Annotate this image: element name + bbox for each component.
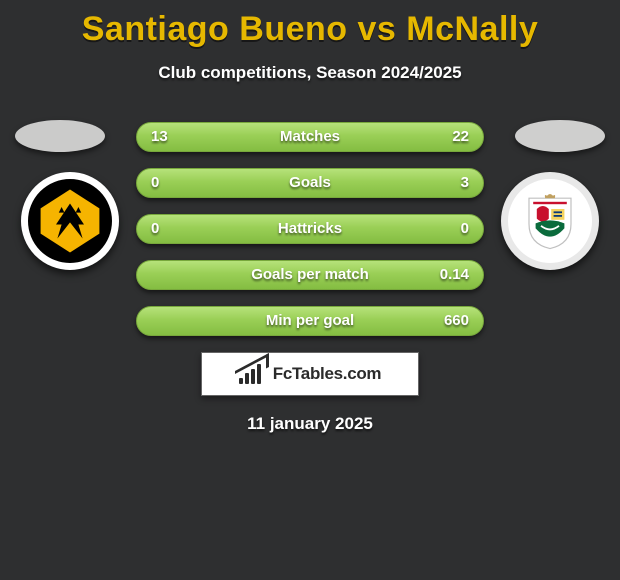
bar-right-value: 22 (452, 123, 469, 151)
bar-hattricks: 0 Hattricks 0 (136, 214, 484, 244)
bar-label: Goals per match (137, 261, 483, 289)
bar-right-value: 3 (461, 169, 469, 197)
logo-label: FcTables.com (273, 364, 382, 384)
bristol-crest-icon (520, 191, 580, 251)
player-left-photo (15, 120, 105, 152)
comparison-bars: 13 Matches 22 0 Goals 3 0 Hattricks 0 Go… (136, 122, 484, 434)
player-right-photo (515, 120, 605, 152)
page-title: Santiago Bueno vs McNally (0, 0, 620, 49)
fctables-logo: FcTables.com (239, 364, 382, 384)
bar-label: Min per goal (137, 307, 483, 335)
bar-goals: 0 Goals 3 (136, 168, 484, 198)
bar-goals-per-match: Goals per match 0.14 (136, 260, 484, 290)
bar-label: Hattricks (137, 215, 483, 243)
bar-right-value: 660 (444, 307, 469, 335)
logo-bars-icon (239, 364, 267, 384)
bar-min-per-goal: Min per goal 660 (136, 306, 484, 336)
club-badge-right (501, 172, 599, 270)
bar-right-value: 0 (461, 215, 469, 243)
date-label: 11 january 2025 (136, 414, 484, 434)
subtitle: Club competitions, Season 2024/2025 (0, 63, 620, 83)
bar-right-value: 0.14 (440, 261, 469, 289)
wolves-crest-icon (35, 186, 105, 256)
fctables-logo-box: FcTables.com (201, 352, 419, 396)
club-badge-left (21, 172, 119, 270)
comparison-card: Santiago Bueno vs McNally Club competiti… (0, 0, 620, 580)
bar-label: Goals (137, 169, 483, 197)
bar-matches: 13 Matches 22 (136, 122, 484, 152)
bar-label: Matches (137, 123, 483, 151)
